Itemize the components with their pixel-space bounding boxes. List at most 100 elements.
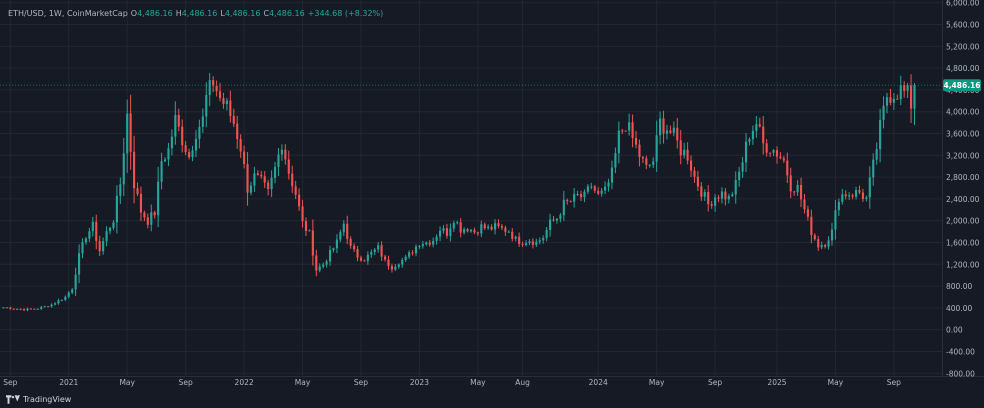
- candle-body[interactable]: [456, 222, 459, 224]
- candle-body[interactable]: [50, 304, 53, 307]
- candle-body[interactable]: [624, 130, 627, 132]
- candle-body[interactable]: [848, 195, 851, 197]
- candle-body[interactable]: [22, 309, 26, 311]
- candle-body[interactable]: [12, 308, 15, 310]
- candle-body[interactable]: [775, 150, 779, 157]
- candle-body[interactable]: [724, 191, 727, 200]
- candle-body[interactable]: [47, 306, 50, 308]
- candle-body[interactable]: [328, 250, 332, 262]
- candle-body[interactable]: [679, 140, 682, 156]
- candle-body[interactable]: [493, 223, 497, 230]
- candle-body[interactable]: [19, 308, 22, 310]
- candle-body[interactable]: [521, 243, 524, 245]
- candle-body[interactable]: [899, 85, 902, 100]
- candle-body[interactable]: [153, 212, 156, 216]
- candle-body[interactable]: [906, 85, 909, 91]
- candle-body[interactable]: [294, 186, 297, 195]
- candle-body[interactable]: [143, 212, 146, 218]
- candle-body[interactable]: [191, 150, 194, 158]
- candle-body[interactable]: [438, 230, 442, 237]
- candle-body[interactable]: [133, 151, 136, 189]
- candle-body[interactable]: [229, 100, 232, 116]
- candle-body[interactable]: [335, 239, 338, 249]
- candle-body[interactable]: [256, 173, 259, 175]
- candle-body[interactable]: [765, 143, 768, 153]
- candle-body[interactable]: [817, 239, 820, 248]
- candle-body[interactable]: [504, 227, 507, 232]
- candle-body[interactable]: [779, 156, 782, 159]
- candle-body[interactable]: [514, 236, 517, 239]
- candle-body[interactable]: [435, 236, 438, 241]
- candle-body[interactable]: [108, 227, 112, 232]
- candle-body[interactable]: [689, 160, 693, 171]
- candle-body[interactable]: [507, 231, 510, 233]
- candle-body[interactable]: [129, 113, 132, 152]
- candle-body[interactable]: [885, 97, 889, 106]
- candle-body[interactable]: [542, 238, 545, 241]
- candle-body[interactable]: [593, 186, 596, 191]
- candle-body[interactable]: [119, 184, 122, 196]
- candle-body[interactable]: [249, 185, 253, 193]
- candle-body[interactable]: [170, 136, 173, 149]
- candle-body[interactable]: [538, 240, 541, 242]
- candle-body[interactable]: [401, 259, 404, 265]
- candle-body[interactable]: [579, 194, 583, 198]
- candle-body[interactable]: [734, 179, 737, 195]
- candle-body[interactable]: [703, 192, 706, 197]
- candle-body[interactable]: [414, 246, 418, 254]
- candle-body[interactable]: [239, 139, 242, 152]
- candle-body[interactable]: [466, 229, 469, 232]
- candle-body[interactable]: [796, 184, 799, 193]
- candle-body[interactable]: [356, 249, 359, 258]
- candle-body[interactable]: [559, 215, 562, 219]
- candle-body[interactable]: [146, 217, 149, 225]
- candle-body[interactable]: [772, 150, 775, 153]
- candle-body[interactable]: [841, 194, 844, 202]
- candle-body[interactable]: [332, 248, 335, 251]
- candle-body[interactable]: [803, 199, 806, 210]
- candle-body[interactable]: [452, 222, 455, 229]
- candle-body[interactable]: [445, 228, 449, 236]
- candle-body[interactable]: [566, 199, 569, 202]
- candle-body[interactable]: [380, 245, 383, 257]
- candle-body[interactable]: [84, 238, 88, 243]
- candle-body[interactable]: [820, 244, 823, 248]
- candle-body[interactable]: [727, 196, 730, 200]
- candle-body[interactable]: [184, 145, 187, 153]
- candle-body[interactable]: [597, 190, 600, 194]
- candle-body[interactable]: [428, 242, 431, 245]
- candle-body[interactable]: [160, 161, 163, 182]
- candle-body[interactable]: [301, 206, 304, 222]
- candle-body[interactable]: [359, 257, 363, 261]
- candle-body[interactable]: [837, 201, 840, 211]
- candle-body[interactable]: [260, 174, 263, 177]
- candle-body[interactable]: [583, 191, 586, 198]
- candle-body[interactable]: [813, 235, 816, 240]
- candle-body[interactable]: [683, 149, 686, 156]
- candle-body[interactable]: [810, 216, 813, 236]
- candle-body[interactable]: [208, 80, 211, 96]
- candle-body[interactable]: [67, 292, 70, 297]
- candle-body[interactable]: [150, 212, 153, 225]
- candle-body[interactable]: [555, 218, 559, 221]
- candle-body[interactable]: [607, 182, 610, 187]
- candle-body[interactable]: [665, 130, 669, 134]
- candle-body[interactable]: [913, 85, 916, 109]
- candle-body[interactable]: [610, 167, 614, 183]
- candle-body[interactable]: [669, 130, 672, 133]
- candle-body[interactable]: [157, 181, 160, 216]
- candle-body[interactable]: [308, 230, 311, 232]
- candle-body[interactable]: [789, 175, 792, 192]
- candle-body[interactable]: [377, 245, 380, 250]
- candle-body[interactable]: [201, 116, 204, 127]
- candle-body[interactable]: [518, 236, 521, 244]
- candle-body[interactable]: [531, 241, 534, 245]
- candle-body[interactable]: [662, 118, 665, 134]
- candle-body[interactable]: [875, 149, 878, 160]
- candle-body[interactable]: [672, 127, 675, 133]
- candle-body[interactable]: [277, 154, 280, 167]
- candle-body[interactable]: [232, 115, 235, 124]
- candle-body[interactable]: [188, 152, 191, 158]
